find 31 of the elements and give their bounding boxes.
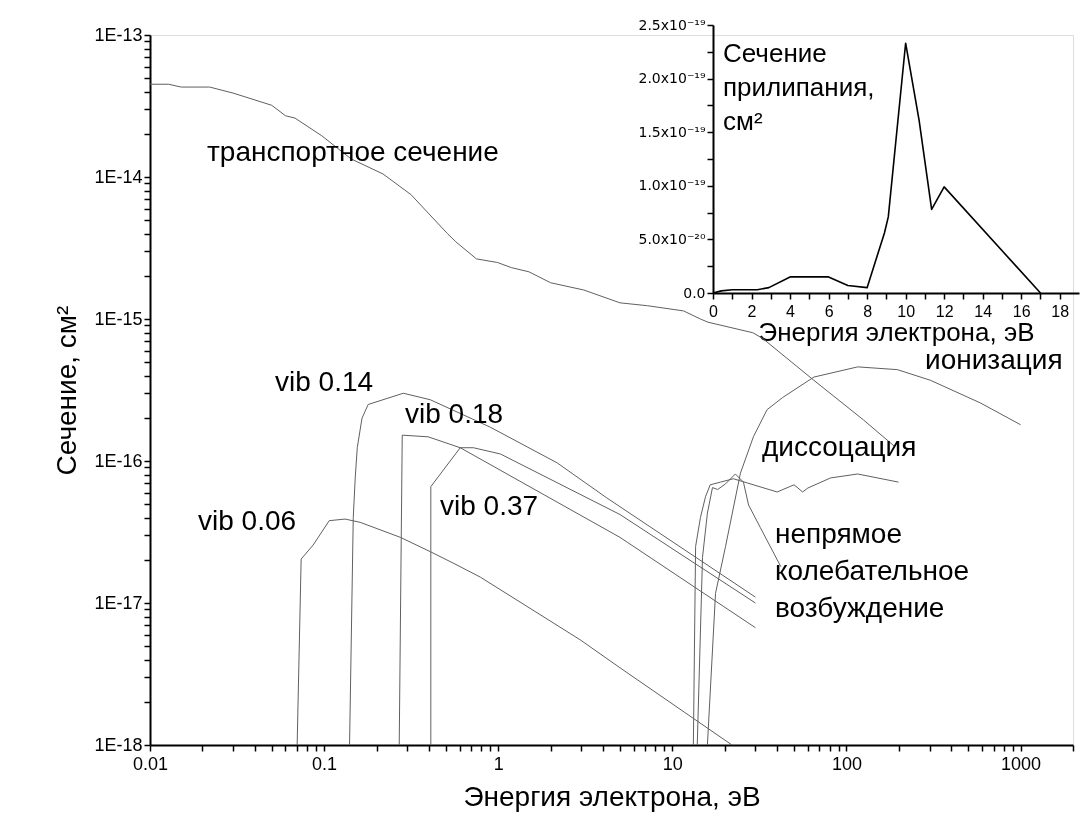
y-tick-label: 1.0x10⁻¹⁹	[638, 177, 706, 194]
y-tick-label: 1E-17	[94, 592, 143, 613]
y-tick-label: 5.0x10⁻²⁰	[638, 230, 706, 247]
y-tick-label: 1E-18	[94, 734, 143, 755]
annotation: vib 0.06	[198, 505, 297, 536]
annotation: vib 0.37	[440, 490, 539, 521]
x-tick-label: 2	[747, 302, 757, 320]
annotation: непрямое колебательное возбуждение	[775, 518, 970, 623]
y-axis-title: Сечение прилипания, см²	[723, 38, 875, 136]
y-tick-label: 1E-15	[94, 308, 143, 329]
x-tick-label: 18	[1051, 302, 1070, 320]
y-tick-label: 1E-14	[94, 166, 143, 187]
y-tick-label: 0.0	[683, 284, 706, 301]
x-tick-label: 1	[493, 753, 504, 774]
y-tick-label: 1.5x10⁻¹⁹	[638, 123, 706, 140]
y-tick-label: 2.0x10⁻¹⁹	[638, 70, 706, 87]
x-tick-label: 0.1	[312, 753, 338, 774]
y-axis-title: Сечение, см²	[51, 305, 83, 476]
x-axis-title: Энергия электрона, эВ	[463, 780, 761, 812]
y-tick-label: 1E-13	[94, 24, 143, 45]
x-tick-label: 10	[662, 753, 683, 774]
annotation: транспортное сечение	[207, 136, 499, 167]
annotation: vib 0.14	[275, 366, 374, 397]
x-tick-label: 0	[709, 302, 719, 320]
x-tick-label: 100	[831, 753, 862, 774]
annotation: диссоцация	[762, 431, 917, 462]
y-tick-label: 2.5x10⁻¹⁹	[638, 16, 706, 33]
annotation: vib 0.18	[405, 398, 504, 429]
y-tick-label: 1E-16	[94, 450, 143, 471]
x-tick-label: 0.01	[132, 753, 169, 774]
x-tick-label: 1000	[1001, 753, 1042, 774]
